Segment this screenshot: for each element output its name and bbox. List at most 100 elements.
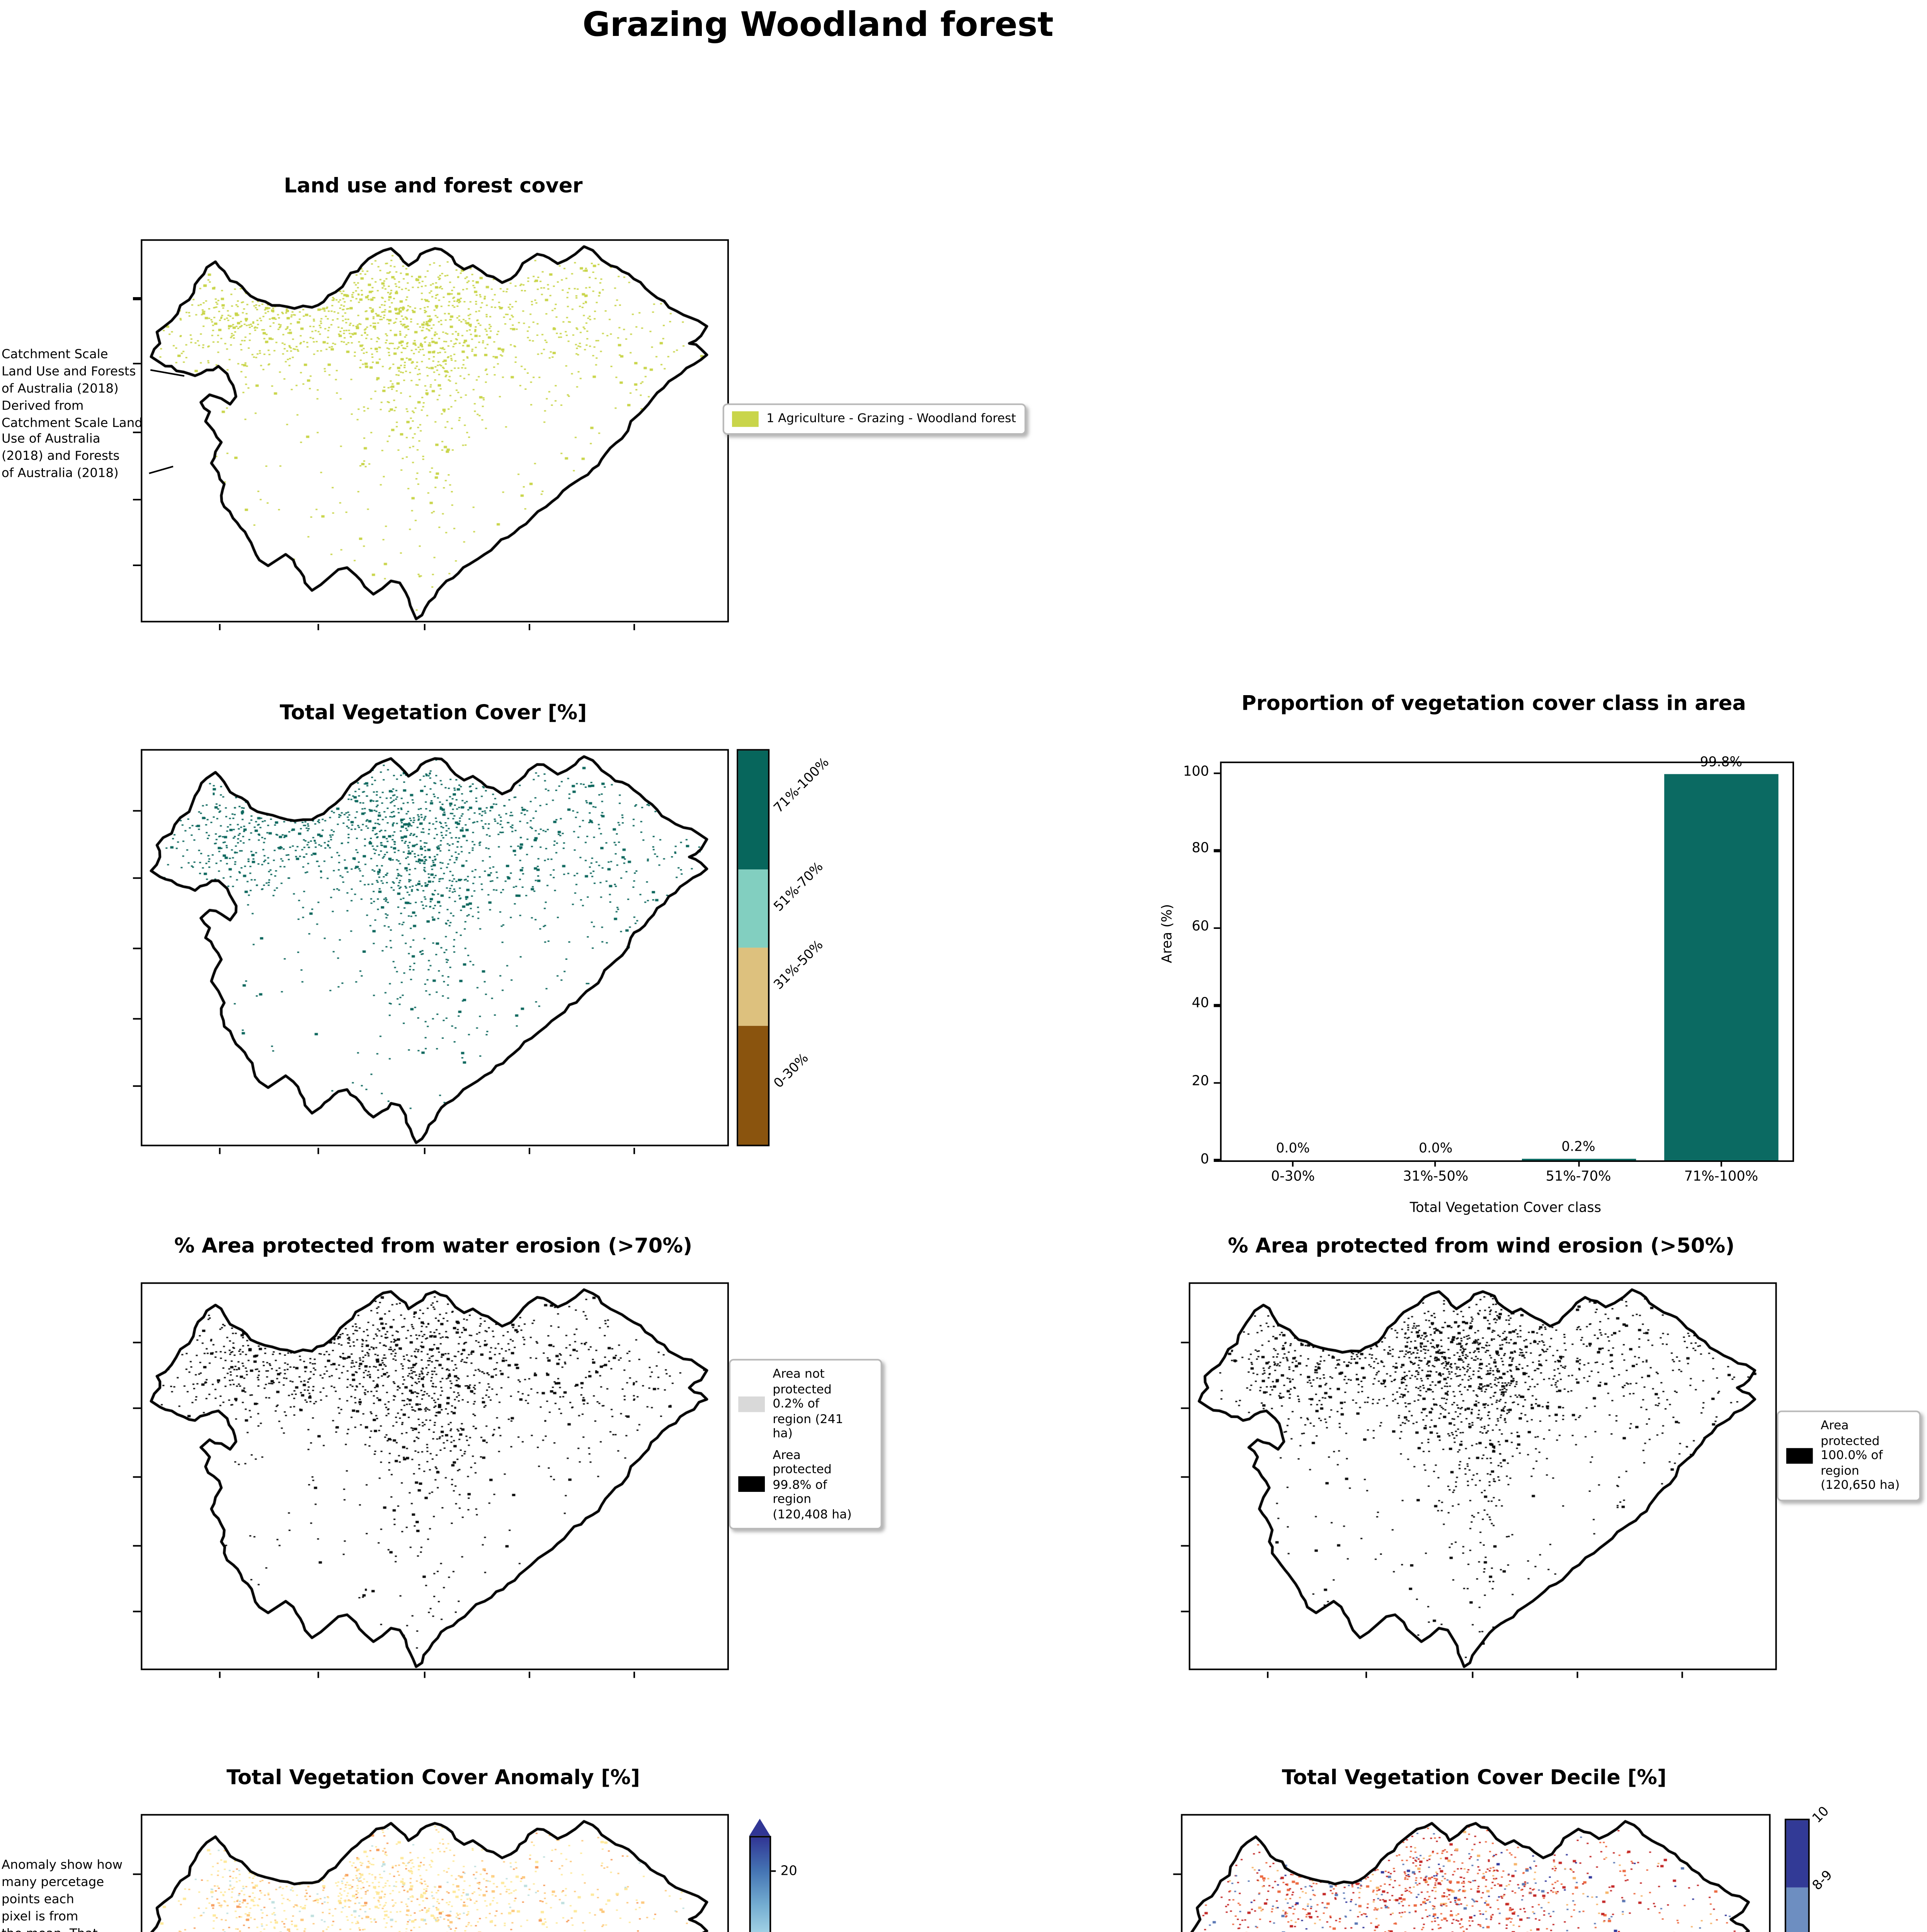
water-erosion-title: % Area protected from water erosion (>70… — [174, 1235, 693, 1259]
map-x-tick — [633, 1147, 636, 1154]
water-erosion-legend: Area not protected 0.2% of region (241 h… — [729, 1359, 882, 1530]
map-y-tick — [133, 1341, 140, 1344]
wind-erosion-legend: Area protected 100.0% of region (120,650… — [1777, 1410, 1921, 1501]
colorbar-tick-label: 71%-100% — [770, 753, 832, 815]
proportion-chart-xlabel: Total Vegetation Cover class — [1410, 1201, 1602, 1217]
anomaly-colorbar — [749, 1818, 771, 1932]
land-use-title: Land use and forest cover — [284, 175, 583, 199]
land-use-map-canvas — [142, 241, 727, 621]
map-x-tick — [423, 1147, 425, 1154]
legend-entry: Area not protected 0.2% of region (241 h… — [738, 1367, 873, 1441]
decile-colorbar — [1784, 1818, 1809, 1932]
map-y-tick — [133, 1545, 140, 1548]
map-y-tick — [133, 876, 140, 879]
map-x-tick — [423, 1671, 425, 1678]
map-x-tick — [1365, 1671, 1368, 1678]
map-y-tick — [1173, 1873, 1180, 1875]
map-x-tick — [633, 1671, 636, 1678]
decile-map-canvas — [1182, 1815, 1769, 1932]
legend-swatch — [738, 1396, 765, 1412]
decile-colorbar-labels: 108-94-72-31 — [1809, 1803, 1835, 1932]
map-y-tick — [133, 947, 140, 949]
map-x-tick — [318, 1147, 320, 1154]
y-axis-tick — [1214, 1082, 1220, 1084]
veg-cover-colorbar-labels: 71%-100% 51%-70% 31%-50% 0-30% — [770, 749, 832, 1143]
map-x-tick — [318, 623, 320, 630]
legend-swatch — [738, 1476, 765, 1492]
veg-cover-colorbar — [737, 749, 770, 1146]
colorbar-tick-label: 10 — [781, 1930, 797, 1932]
anomaly-map-canvas — [142, 1815, 727, 1932]
veg-cover-map-canvas — [142, 750, 727, 1145]
colorbar-segment — [1786, 1888, 1808, 1932]
legend-entry: Area protected 99.8% of region (120,408 … — [738, 1447, 873, 1522]
map-y-tick — [133, 362, 140, 364]
colorbar-segment — [738, 947, 768, 1027]
land-use-source-note: Catchment Scale Land Use and Forests of … — [2, 347, 143, 480]
map-y-tick — [1181, 1407, 1188, 1409]
anomaly-map — [133, 1814, 729, 1932]
colorbar-segment — [738, 869, 768, 948]
legend-swatch — [732, 411, 759, 427]
anomaly-colorbar-top-arrow — [749, 1818, 771, 1836]
map-x-tick — [218, 1671, 220, 1678]
map-y-tick — [133, 810, 140, 812]
map-x-tick — [1682, 1671, 1684, 1678]
bar-value-label: 0.2% — [1561, 1140, 1595, 1156]
x-axis-tick — [1720, 1160, 1722, 1167]
water-erosion-map — [133, 1282, 729, 1678]
colorbar-segment — [738, 1026, 768, 1145]
y-axis-tick — [1214, 927, 1220, 929]
y-axis-tick-label: 20 — [1192, 1074, 1209, 1090]
wind-erosion-map — [1181, 1282, 1777, 1678]
land-use-legend: 1 Agriculture - Grazing - Woodland fores… — [722, 403, 1026, 435]
colorbar-tick-label: 0-30% — [770, 1050, 811, 1091]
map-y-tick — [133, 1019, 140, 1020]
map-x-tick — [528, 1147, 530, 1154]
y-axis-tick — [1214, 1159, 1220, 1162]
bar-value-label: 99.8% — [1700, 755, 1742, 771]
map-x-tick — [318, 1671, 320, 1678]
map-x-tick — [423, 623, 425, 630]
map-x-tick — [1471, 1671, 1473, 1678]
map-y-tick — [133, 499, 140, 501]
colorbar-tick-label: 10 — [1809, 1803, 1832, 1826]
map-y-tick — [1181, 1545, 1188, 1548]
x-axis-tick — [1577, 1160, 1580, 1167]
y-axis-tick — [1214, 1004, 1220, 1007]
map-y-tick — [133, 430, 140, 433]
map-x-tick — [218, 623, 220, 630]
y-axis-tick — [1214, 772, 1220, 774]
legend-entry: 1 Agriculture - Grazing - Woodland fores… — [732, 411, 1016, 427]
x-axis-tick-label: 0-30% — [1271, 1170, 1315, 1185]
decile-map — [1173, 1814, 1771, 1932]
legend-swatch — [1786, 1447, 1813, 1464]
proportion-chart-title: Proportion of vegetation cover class in … — [1241, 692, 1746, 716]
map-y-tick — [133, 1085, 140, 1087]
bar — [1664, 774, 1779, 1160]
map-y-tick — [133, 564, 140, 566]
y-axis-tick-label: 0 — [1200, 1151, 1209, 1168]
legend-label: Area not protected 0.2% of region (241 h… — [773, 1367, 843, 1440]
map-y-tick — [133, 298, 140, 300]
y-axis-tick-label: 40 — [1192, 997, 1209, 1013]
map-y-tick — [133, 1873, 140, 1875]
anomaly-colorbar-ticks: 20100−10−20 — [749, 1836, 797, 1932]
map-x-tick — [1576, 1671, 1578, 1678]
colorbar-tick-label: 8-9 — [1809, 1867, 1835, 1893]
colorbar-segment — [738, 750, 768, 869]
map-y-tick — [133, 1407, 140, 1409]
x-axis-tick-label: 71%-100% — [1684, 1170, 1758, 1185]
anomaly-colorbar-body — [749, 1836, 771, 1932]
x-axis-tick-label: 51%-70% — [1546, 1170, 1611, 1185]
veg-cover-title: Total Vegetation Cover [%] — [279, 702, 587, 726]
anomaly-note: Anomaly show how many percetage points e… — [2, 1857, 123, 1932]
bar-value-label: 0.0% — [1418, 1141, 1453, 1157]
map-y-tick — [1181, 1341, 1188, 1344]
proportion-chart-plot: 0 20 40 60 80 100 0-30% 0.0% 31%-50% 0.0% 51%-70% 0… — [1183, 755, 1794, 1185]
map-x-tick — [633, 623, 636, 630]
page-title: Grazing Woodland forest — [582, 6, 1054, 46]
map-x-tick — [528, 1671, 530, 1678]
map-y-tick — [133, 1476, 140, 1478]
